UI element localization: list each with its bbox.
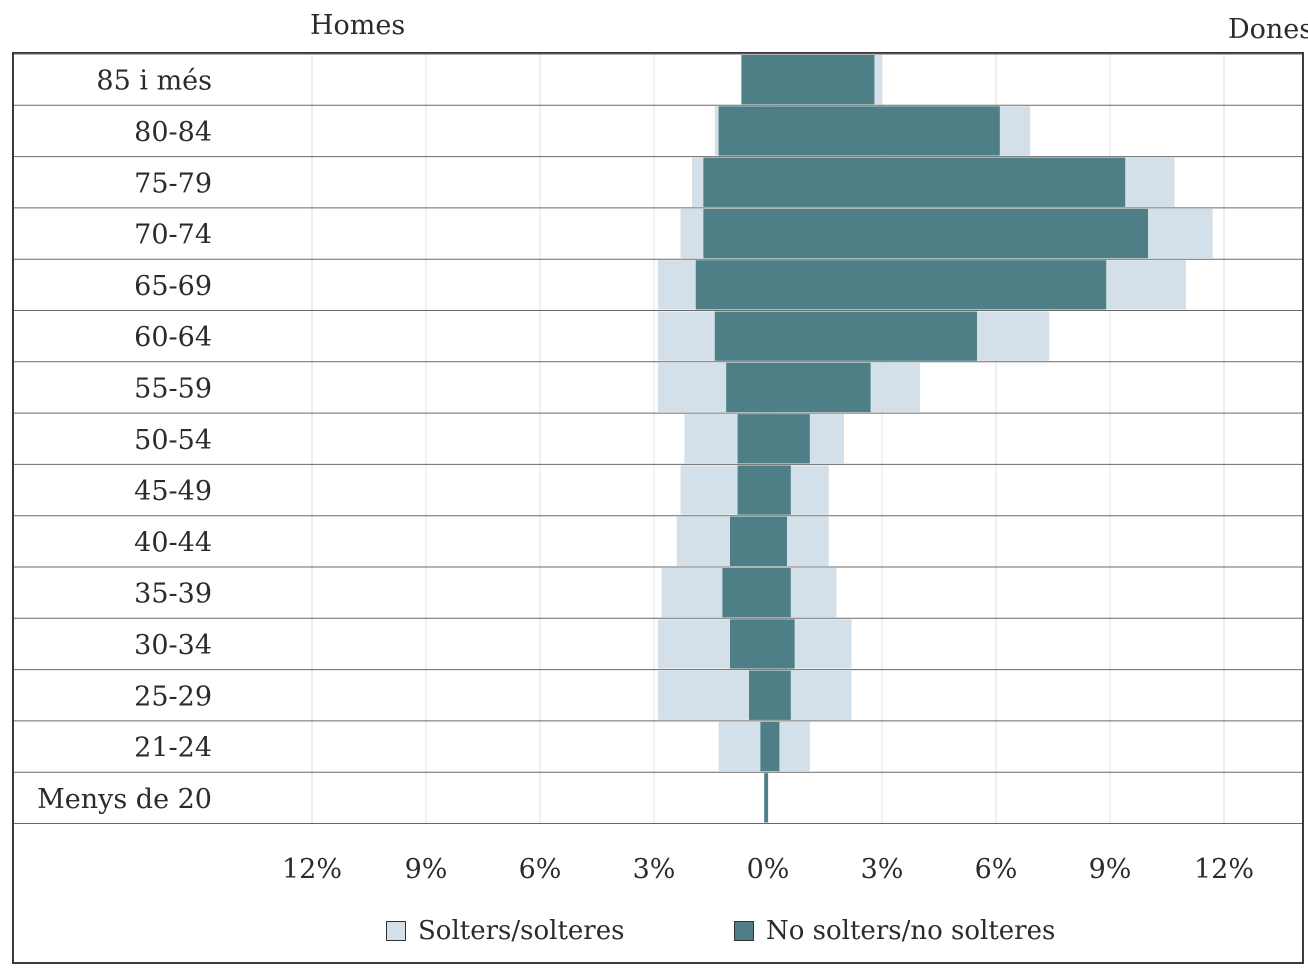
bar-married-men bbox=[749, 670, 768, 720]
category-label: 45-49 bbox=[134, 476, 212, 507]
bar-married-women bbox=[768, 516, 787, 566]
bar-married-men bbox=[703, 157, 768, 207]
bar-married-women bbox=[768, 414, 810, 464]
x-tick-label: 3% bbox=[861, 854, 904, 885]
bar-married-men bbox=[760, 721, 768, 772]
x-tick-label: 0% bbox=[747, 854, 790, 885]
x-tick-label: 9% bbox=[1089, 854, 1132, 885]
x-tick-label: 6% bbox=[519, 854, 562, 885]
category-label: Menys de 20 bbox=[37, 784, 212, 815]
category-label: 25-29 bbox=[134, 681, 212, 712]
bar-married-women bbox=[768, 311, 977, 361]
bar-married-women bbox=[768, 208, 1148, 259]
legend-item-married: No solters/no solteres bbox=[734, 916, 1055, 946]
category-label: 70-74 bbox=[134, 220, 212, 251]
x-tick-label: 9% bbox=[405, 854, 448, 885]
category-label: 30-34 bbox=[134, 630, 212, 661]
bar-married-women bbox=[768, 465, 791, 515]
bar-married-men bbox=[730, 619, 768, 669]
bar-married-men bbox=[714, 311, 768, 361]
bar-married-men bbox=[722, 568, 768, 618]
bars bbox=[657, 55, 1213, 823]
category-label: 40-44 bbox=[134, 527, 212, 558]
left-side-label: Homes bbox=[310, 10, 406, 41]
bar-married-men bbox=[718, 106, 768, 156]
right-side-label: Dones bbox=[1228, 14, 1308, 45]
bar-married-women bbox=[768, 670, 791, 720]
category-label: 35-39 bbox=[134, 579, 212, 610]
category-label: 80-84 bbox=[134, 117, 212, 148]
legend-label-single: Solters/solteres bbox=[418, 916, 625, 946]
x-tick-labels: 12% 9% 6% 3% 0% 3% 6% 9% 12% bbox=[282, 854, 1254, 885]
legend-item-single: Solters/solteres bbox=[386, 916, 624, 946]
category-label: 75-79 bbox=[134, 168, 212, 199]
category-label: 50-54 bbox=[134, 425, 212, 456]
married-swatch bbox=[734, 921, 754, 941]
bar-married-women bbox=[768, 157, 1126, 207]
bar-married-women bbox=[768, 568, 791, 618]
chart-frame bbox=[12, 52, 1304, 964]
category-label: 60-64 bbox=[134, 322, 212, 353]
bar-married-men bbox=[741, 55, 768, 105]
bar-married-men bbox=[703, 208, 768, 259]
category-labels: Menys de 20 21-24 25-29 30-34 35-39 40-44 45-4… bbox=[37, 66, 212, 815]
bar-married-men bbox=[764, 773, 768, 823]
category-label: 55-59 bbox=[134, 373, 212, 404]
bar-married-women bbox=[768, 106, 1000, 156]
bar-married-men bbox=[695, 260, 768, 310]
x-tick-label: 12% bbox=[282, 854, 342, 885]
bar-married-women bbox=[768, 721, 780, 772]
category-label: 21-24 bbox=[134, 733, 212, 764]
bar-married-women bbox=[768, 619, 795, 669]
x-tick-label: 3% bbox=[633, 854, 676, 885]
x-tick-label: 6% bbox=[975, 854, 1018, 885]
category-label: 65-69 bbox=[134, 271, 212, 302]
bar-married-women bbox=[768, 55, 875, 105]
bar-married-men bbox=[737, 414, 768, 464]
single-swatch bbox=[386, 921, 406, 941]
bar-married-men bbox=[730, 516, 768, 566]
bar-married-men bbox=[726, 362, 768, 413]
legend-label-married: No solters/no solteres bbox=[766, 916, 1056, 946]
category-label: 85 i més bbox=[96, 66, 212, 97]
x-tick-label: 12% bbox=[1194, 854, 1254, 885]
bar-married-men bbox=[737, 465, 768, 515]
bar-married-women bbox=[768, 362, 871, 413]
bar-married-women bbox=[768, 260, 1107, 310]
bar-single-men bbox=[718, 721, 768, 772]
